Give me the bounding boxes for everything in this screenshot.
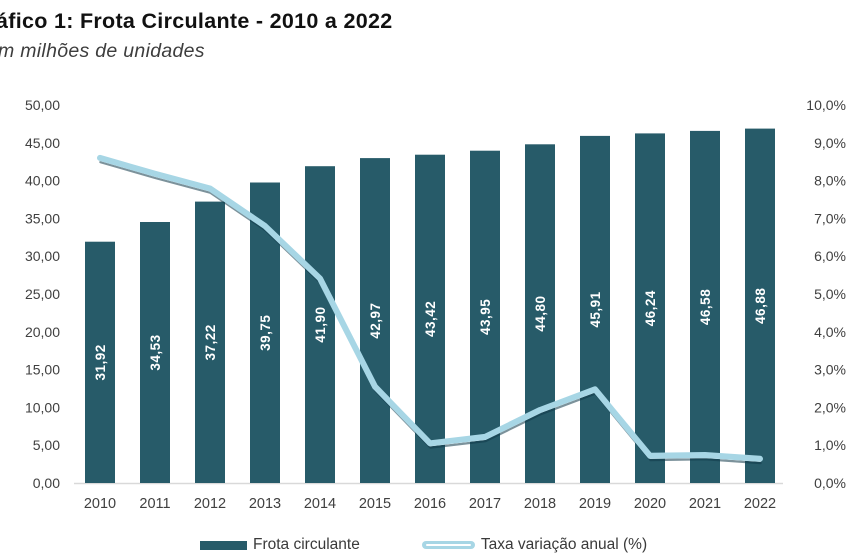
line-series-swatch (421, 541, 475, 549)
y-axis-right-tick-label: 8,0% (814, 173, 846, 189)
chart-subtitle: m milhões de unidades (0, 40, 205, 62)
bar (415, 154, 445, 483)
y-axis-right-tick-label: 4,0% (814, 324, 846, 340)
x-axis-year-label: 2011 (139, 496, 170, 512)
y-axis-left-tick-label: 40,00 (25, 173, 60, 189)
x-axis-year-label: 2021 (689, 496, 721, 512)
variation-line-shadow (99, 160, 762, 465)
x-axis-year-label: 2017 (469, 496, 501, 512)
x-axis-year-label: 2020 (634, 496, 666, 512)
bar (195, 201, 225, 483)
y-axis-right-tick-label: 3,0% (814, 362, 846, 378)
y-axis-left-tick-label: 35,00 (25, 210, 60, 226)
y-axis-left-tick-label: 15,00 (25, 362, 60, 378)
y-axis-right-tick-label: 2,0% (814, 399, 846, 415)
x-axis-year-label: 2012 (194, 496, 226, 512)
legend-label-frota: Frota circulante (253, 536, 360, 553)
bar (635, 133, 665, 483)
x-axis-year-label: 2016 (414, 496, 446, 512)
y-axis-left-tick-label: 45,00 (25, 135, 60, 151)
bar (305, 166, 335, 483)
y-axis-left-tick-label: 30,00 (25, 248, 60, 264)
bar (525, 144, 555, 484)
bar (580, 135, 610, 483)
y-axis-left-tick-label: 5,00 (33, 437, 60, 453)
x-axis-year-label: 2015 (359, 496, 391, 512)
y-axis-right-tick-label: 6,0% (814, 248, 846, 264)
chart-title: áfico 1: Frota Circulante - 2010 a 2022 (0, 9, 393, 33)
bar-value-label: 46,88 (753, 288, 768, 324)
x-axis-year-label: 2022 (744, 496, 776, 512)
bar-value-label: 45,91 (588, 291, 603, 327)
line-series-swatch-stripe (425, 544, 471, 546)
y-axis-right-tick-label: 0,0% (814, 475, 846, 491)
bar-value-label: 31,92 (93, 344, 108, 380)
y-axis-left-tick-label: 20,00 (25, 324, 60, 340)
x-axis-year-label: 2010 (84, 496, 116, 512)
x-axis-year-label: 2013 (249, 496, 281, 512)
bar-value-label: 34,53 (148, 334, 163, 370)
bar-value-label: 46,24 (643, 290, 658, 326)
x-axis-year-label: 2018 (524, 496, 556, 512)
y-axis-right-tick-label: 7,0% (814, 210, 846, 226)
bar-series-swatch (200, 540, 247, 550)
bar-value-label: 46,58 (698, 289, 713, 325)
bar (690, 130, 720, 483)
x-axis-year-label: 2014 (304, 496, 336, 512)
x-axis-year-label: 2019 (579, 496, 611, 512)
bar-value-label: 37,22 (203, 324, 218, 360)
bar-value-label: 44,80 (533, 296, 548, 332)
y-axis-right-tick-label: 1,0% (814, 437, 846, 453)
bar (745, 128, 775, 483)
variation-line (97, 154, 763, 462)
bar (360, 158, 390, 483)
legend-label-taxa: Taxa variação anual (%) (480, 536, 648, 553)
y-axis-right-tick-label: 10,0% (806, 97, 846, 113)
bar (470, 150, 500, 483)
y-axis-left-tick-label: 50,00 (25, 97, 60, 113)
y-axis-right-tick-label: 5,0% (814, 286, 846, 302)
bar-value-label: 42,97 (368, 302, 383, 338)
chart-legend: Frota circulante Taxa variação anual (%) (200, 536, 647, 554)
bar (140, 222, 170, 483)
y-axis-left-tick-label: 10,00 (25, 399, 60, 415)
bar-value-label: 43,42 (423, 301, 438, 337)
bar-value-label: 43,95 (478, 299, 493, 335)
bar-value-label: 41,90 (313, 306, 328, 342)
y-axis-left-tick-label: 25,00 (25, 286, 60, 302)
y-axis-right-tick-label: 9,0% (814, 135, 846, 151)
legend-item-frota: Frota circulante (200, 536, 360, 554)
legend-item-taxa: Taxa variação anual (%) (421, 536, 648, 554)
bar (85, 241, 115, 483)
y-axis-left-tick-label: 0,00 (33, 475, 60, 491)
bar-value-label: 39,75 (258, 315, 273, 351)
